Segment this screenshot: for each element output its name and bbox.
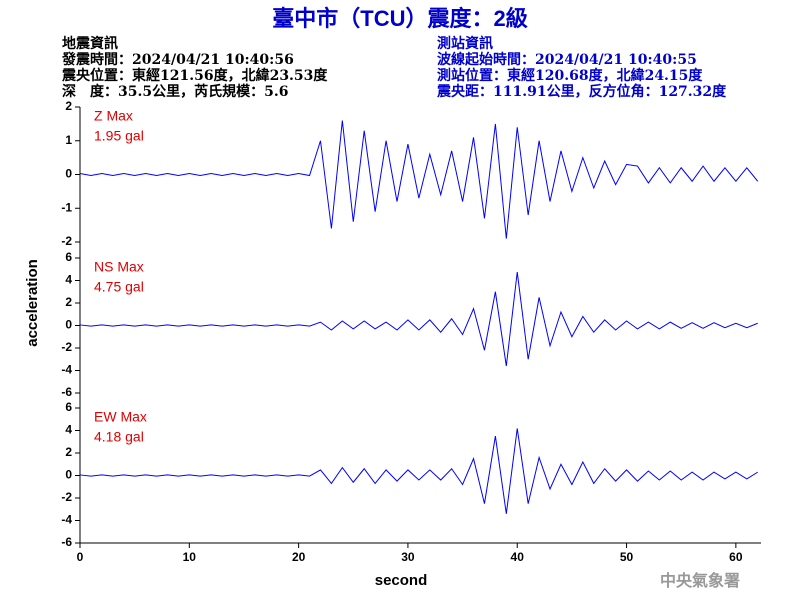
y-axis-label: acceleration: [24, 259, 41, 347]
panel-max: 1.95 gal: [94, 128, 144, 144]
y-tick-label: 0: [65, 318, 72, 332]
chart-title: 臺中市（TCU）震度：2級: [272, 6, 527, 31]
x-tick-label: 30: [401, 550, 415, 564]
y-tick-label: 6: [65, 400, 72, 414]
y-tick-label: -6: [61, 535, 72, 549]
y-tick-label: 0: [65, 167, 72, 181]
x-tick-label: 10: [183, 550, 197, 564]
y-tick-label: 4: [65, 423, 72, 437]
y-tick-label: -6: [61, 385, 72, 399]
y-tick-label: 2: [65, 445, 72, 459]
y-tick-label: 1: [65, 133, 72, 147]
footer: 中央氣象署: [660, 571, 740, 590]
panel-max: 4.75 gal: [94, 279, 144, 295]
info-right: 波線起始時間：2024/04/21 10:40:55: [437, 51, 697, 68]
y-tick-label: 2: [65, 99, 72, 113]
y-tick-label: 0: [65, 468, 72, 482]
panel-label: NS Max: [94, 259, 144, 275]
waveform: [79, 120, 759, 239]
x-axis-label: second: [375, 572, 428, 589]
x-tick-label: 40: [511, 550, 525, 564]
y-tick-label: 2: [65, 295, 72, 309]
info-left: 震央位置：東經121.56度，北緯23.53度: [61, 67, 328, 84]
info-right: 測站資訊: [437, 35, 493, 52]
info-left: 地震資訊: [62, 35, 118, 52]
y-tick-label: 6: [65, 250, 72, 264]
panel-label: Z Max: [94, 108, 133, 124]
panel-label: EW Max: [94, 409, 147, 425]
waveform: [79, 271, 758, 367]
x-tick-label: 0: [77, 550, 84, 564]
y-tick-label: -2: [61, 234, 72, 248]
y-tick-label: -4: [61, 513, 72, 527]
x-tick-label: 50: [620, 550, 634, 564]
y-tick-label: -4: [61, 363, 72, 377]
x-tick-label: 20: [292, 550, 306, 564]
x-tick-label: 60: [729, 550, 743, 564]
y-tick-label: -1: [61, 200, 72, 214]
y-tick-label: -2: [61, 340, 72, 354]
info-right: 測站位置：東經120.68度，北緯24.15度: [437, 67, 703, 84]
info-right: 震央距：111.91公里，反方位角：127.32度: [436, 83, 727, 100]
waveform: [79, 428, 758, 514]
info-left: 發震時間：2024/04/21 10:40:56: [61, 51, 294, 68]
y-tick-label: 4: [65, 273, 72, 287]
panel-max: 4.18 gal: [94, 429, 144, 445]
info-left: 深 度：35.5公里，芮氏規模：5.6: [62, 83, 288, 100]
y-tick-label: -2: [61, 490, 72, 504]
